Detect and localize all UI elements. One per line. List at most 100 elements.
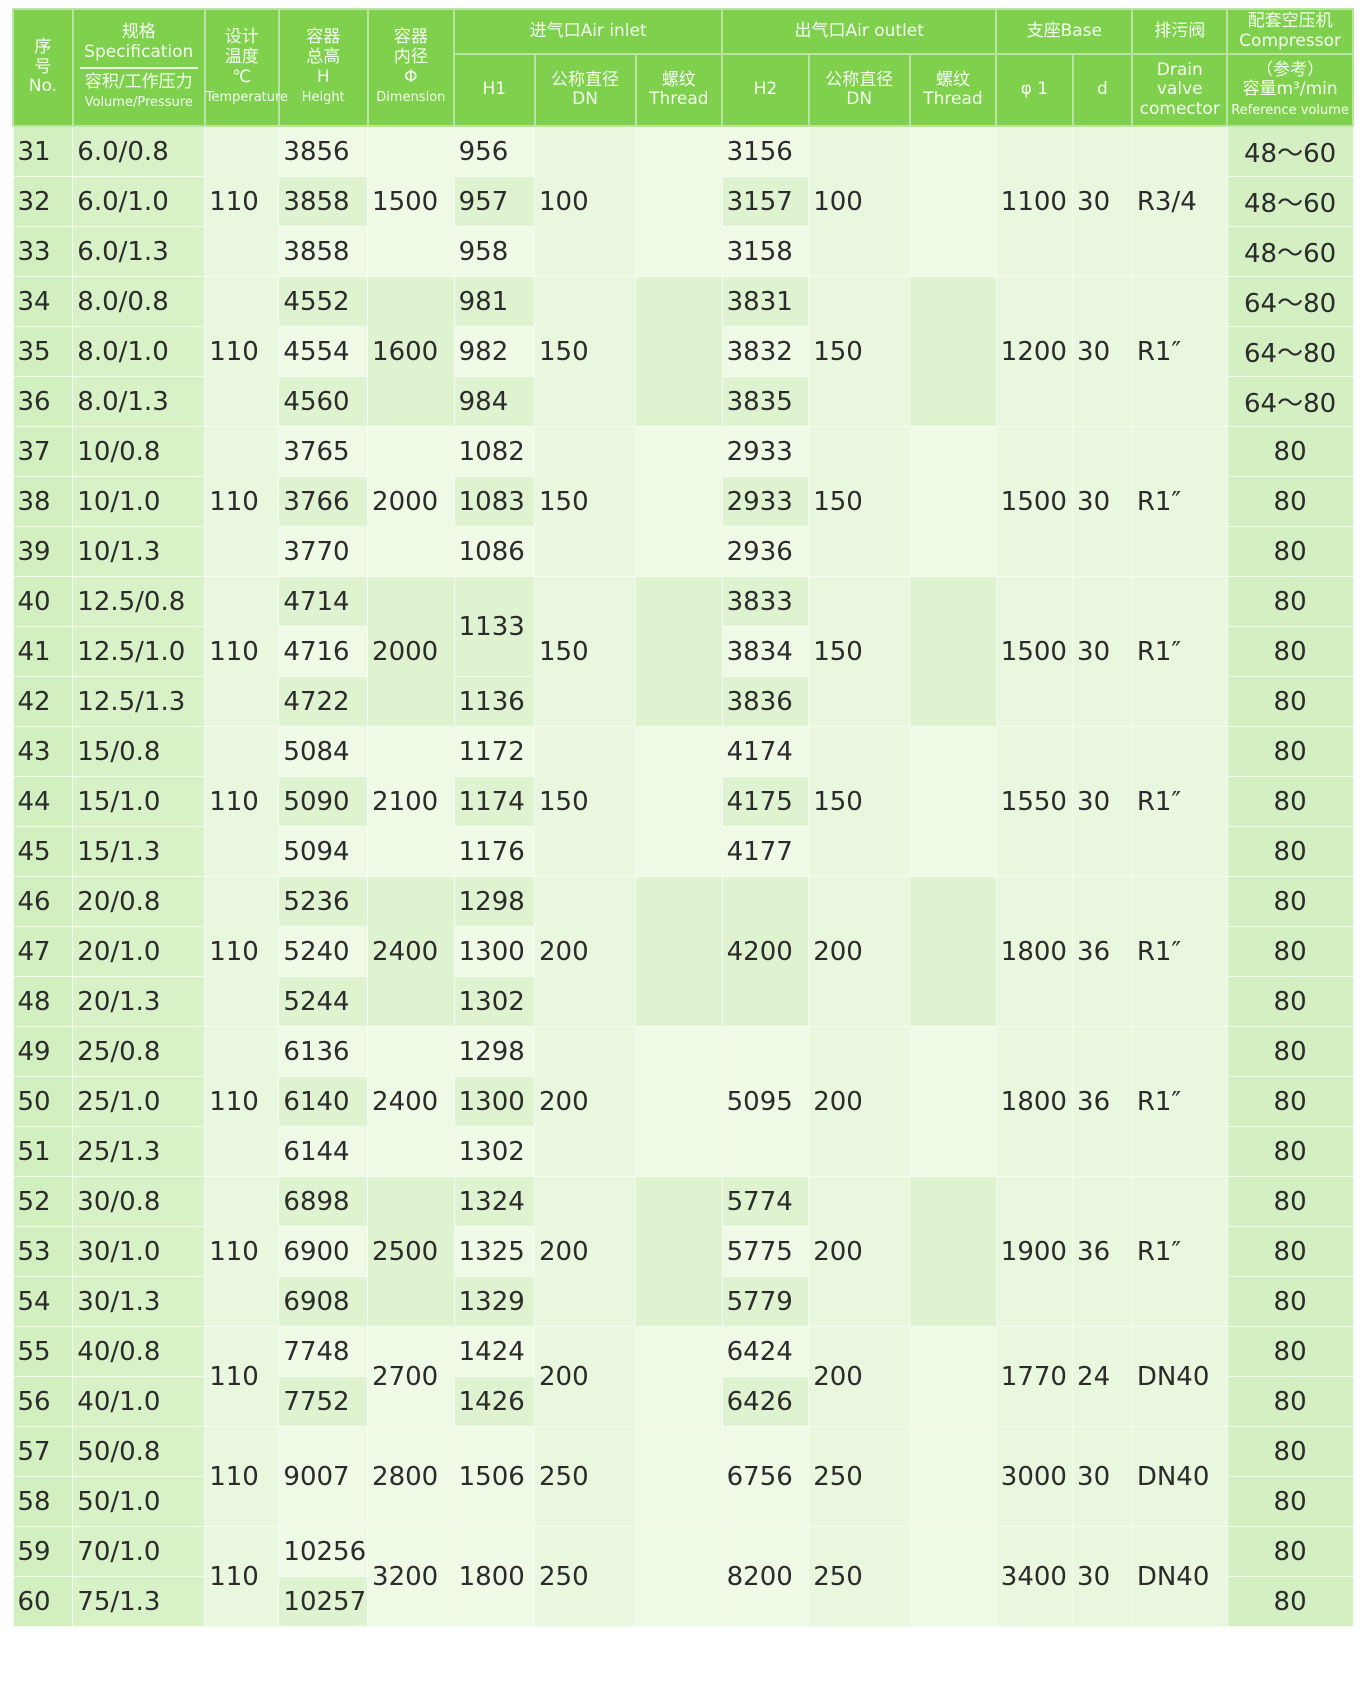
table-row: 44 15/1.0 5090 1174 4175 80	[12, 776, 1354, 828]
h2-cell: 3831	[721, 276, 810, 328]
thread-out-cell	[909, 1026, 997, 1178]
height-cell: 4722	[278, 676, 369, 728]
height-cell: 5240	[278, 926, 369, 978]
height-cell: 6898	[278, 1176, 369, 1228]
spec-cell: 30/0.8	[72, 1176, 206, 1228]
no-cell: 56	[12, 1376, 74, 1428]
no-cell: 44	[12, 776, 74, 828]
d-cell: 30	[1072, 276, 1133, 428]
comp-cell: 80	[1226, 476, 1354, 528]
h1-cell: 958	[453, 226, 536, 278]
thread-in-cell	[635, 876, 723, 1028]
dim-cell: 2000	[367, 576, 455, 728]
temp-cell: 110	[204, 876, 280, 1028]
spec-cell: 30/1.0	[72, 1226, 206, 1278]
height-cell: 7748	[278, 1326, 369, 1378]
no-cell: 54	[12, 1276, 74, 1328]
height-cell: 5094	[278, 826, 369, 878]
table-row: 56 40/1.0 7752 1426 6426 80	[12, 1376, 1354, 1428]
d-cell: 30	[1072, 726, 1133, 878]
dn-out-cell: 200	[808, 1026, 911, 1178]
dn-out-cell: 200	[808, 1176, 911, 1328]
dn-in-cell: 200	[534, 1326, 637, 1428]
comp-cell: 80	[1226, 676, 1354, 728]
comp-cell: 80	[1226, 776, 1354, 828]
phi1-cell: 1100	[995, 125, 1074, 278]
comp-cell: 80	[1226, 976, 1354, 1028]
dn-in-cell: 200	[534, 1026, 637, 1178]
no-cell: 33	[12, 226, 74, 278]
no-cell: 37	[12, 426, 74, 478]
thread-in-cell	[635, 1026, 723, 1178]
dn-out-cell: 150	[808, 426, 911, 578]
dn-out-cell: 100	[808, 125, 911, 278]
height-cell: 7752	[278, 1376, 369, 1428]
dim-cell: 2500	[367, 1176, 455, 1328]
header-outlet-thread: 螺纹 Thread	[908, 53, 998, 128]
h1-cell: 1174	[453, 776, 536, 828]
table-row: 59 70/1.0 110 10256 3200 1800 250 8200 250 3400 30…	[12, 1526, 1354, 1628]
no-cell: 38	[12, 476, 74, 528]
comp-cell: 64～80	[1226, 276, 1354, 328]
temp-cell: 110	[204, 1176, 280, 1328]
comp-cell: 80	[1226, 426, 1354, 478]
temp-cell: 110	[204, 276, 280, 428]
comp-cell: 80	[1226, 1426, 1354, 1478]
no-cell: 51	[12, 1126, 74, 1178]
thread-in-cell	[635, 1426, 723, 1528]
h2-cell: 6424	[721, 1326, 810, 1378]
h1-cell: 1172	[453, 726, 536, 778]
table-row: 34 8.0/0.8 110 4552 1600 981 150 3831 150 1200 30 R…	[12, 276, 1354, 428]
height-cell: 5090	[278, 776, 369, 828]
table-row: 37 10/0.8 110 3765 2000 1082 150 2933 150 1500 30 R…	[12, 426, 1354, 578]
spec-cell: 15/1.3	[72, 826, 206, 878]
h1-cell: 1506	[453, 1426, 536, 1528]
table-row: 58 50/1.0 80	[12, 1476, 1354, 1528]
d-cell: 36	[1072, 1176, 1133, 1328]
h2-cell: 3832	[721, 326, 810, 378]
h1-cell: 957	[453, 176, 536, 228]
h2-cell: 6756	[721, 1426, 810, 1528]
spec-cell: 10/1.3	[72, 526, 206, 578]
h2-cell: 2933	[721, 476, 810, 528]
comp-cell: 48～60	[1226, 176, 1354, 228]
header-drain-en: Drain valve comector	[1131, 53, 1229, 128]
spec-cell: 30/1.3	[72, 1276, 206, 1328]
h1-cell: 956	[453, 125, 536, 178]
comp-cell: 80	[1226, 826, 1354, 878]
header-phi1: φ 1	[995, 53, 1074, 128]
dn-in-cell: 150	[534, 426, 637, 578]
drain-cell: R1″	[1131, 576, 1228, 728]
header-dimension: 容器 内径 Φ Dimension	[366, 7, 456, 128]
table-row: 40 12.5/0.8 110 4714 2000 1133 150 3833 150 1500 3…	[12, 576, 1354, 728]
d-cell: 36	[1072, 876, 1133, 1028]
table-row: 47 20/1.0 5240 1300 80	[12, 926, 1354, 978]
height-cell: 6144	[278, 1126, 369, 1178]
table-row: 32 6.0/1.0 3858 957 3157 48～60	[12, 176, 1354, 228]
phi1-cell: 1770	[995, 1326, 1074, 1428]
spec-cell: 6.0/0.8	[72, 125, 206, 178]
h1-cell: 1800	[453, 1526, 536, 1628]
h1-cell: 1329	[453, 1276, 536, 1328]
d-cell: 30	[1072, 576, 1133, 728]
no-cell: 41	[12, 626, 74, 678]
d-cell: 30	[1072, 426, 1133, 578]
drain-cell: R1″	[1131, 876, 1228, 1028]
no-cell: 46	[12, 876, 74, 928]
comp-cell: 80	[1226, 1476, 1354, 1528]
phi1-cell: 1800	[995, 876, 1074, 1028]
h2-cell: 4174	[721, 726, 810, 778]
dn-out-cell: 150	[808, 576, 911, 728]
spec-cell: 20/1.3	[72, 976, 206, 1028]
header-air-outlet: 出气口Air outlet	[721, 7, 998, 56]
thread-out-cell	[909, 125, 997, 278]
dn-in-cell: 200	[534, 1176, 637, 1328]
height-cell: 10257	[278, 1576, 369, 1628]
dn-in-cell: 150	[534, 726, 637, 878]
comp-cell: 80	[1226, 1126, 1354, 1178]
dn-out-cell: 150	[808, 276, 911, 428]
dn-in-cell: 150	[534, 576, 637, 728]
d-cell: 30	[1072, 125, 1133, 278]
no-cell: 57	[12, 1426, 74, 1478]
spec-cell: 10/1.0	[72, 476, 206, 528]
